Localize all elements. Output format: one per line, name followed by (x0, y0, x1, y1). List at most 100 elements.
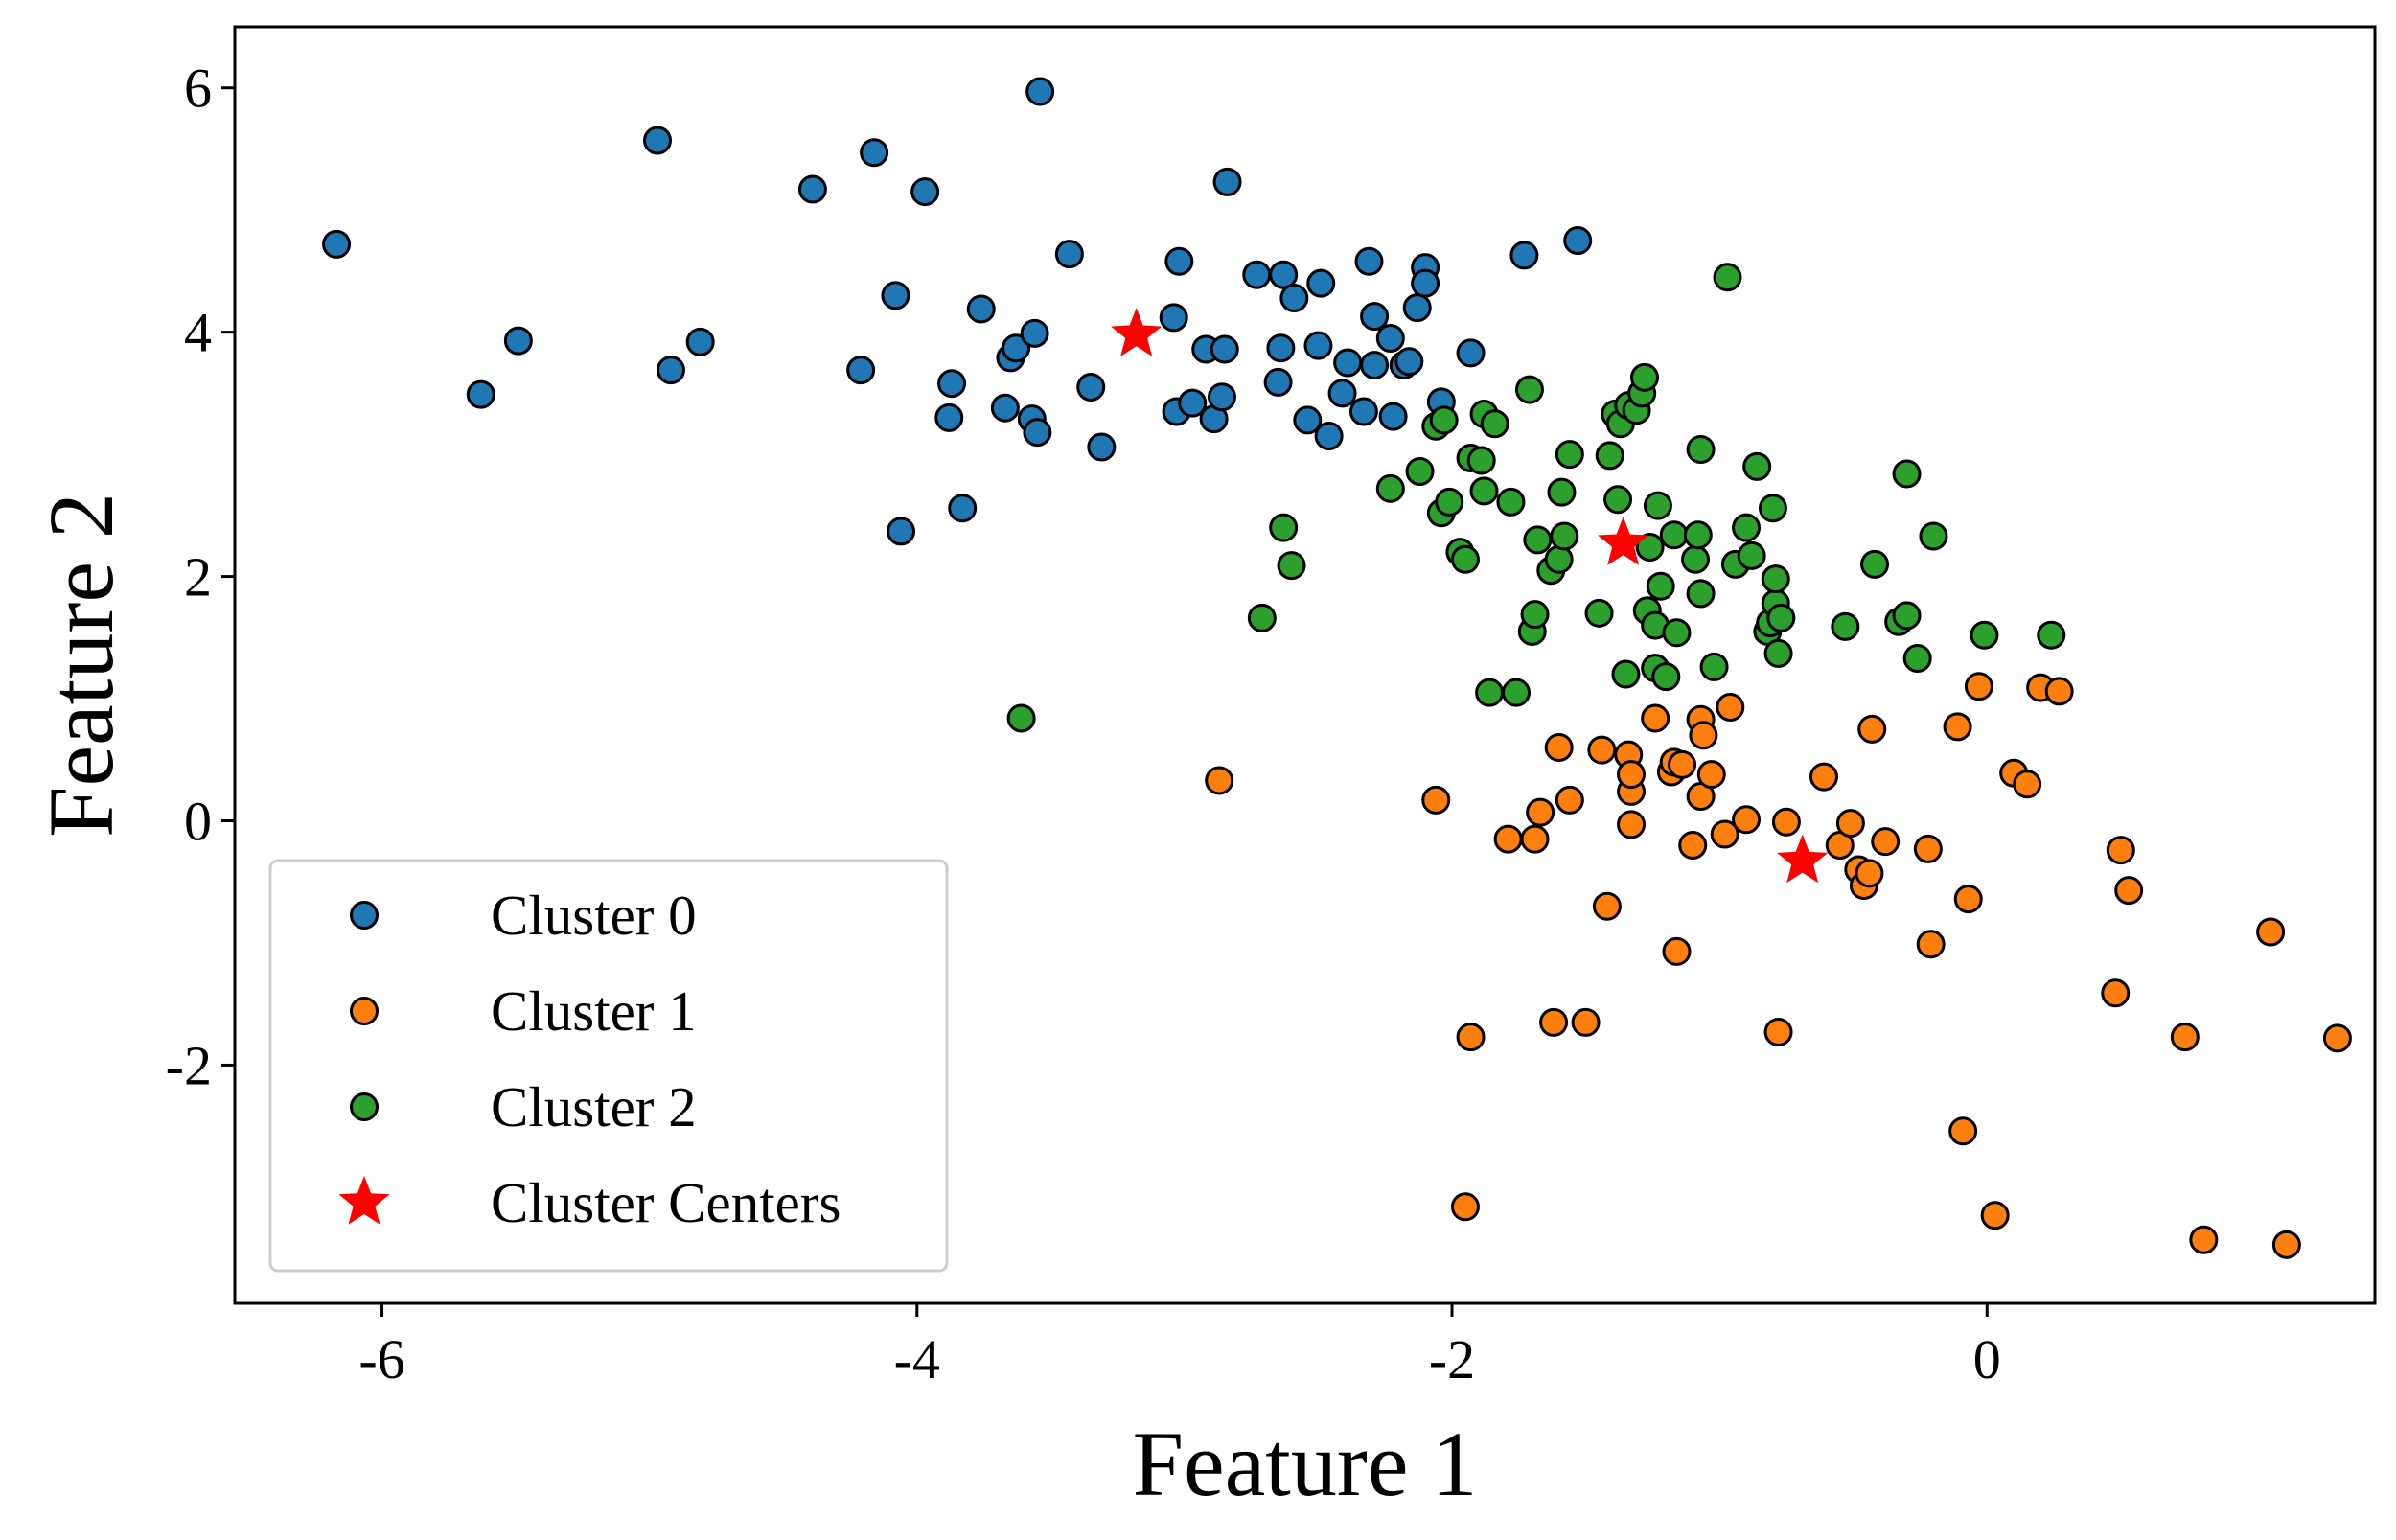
data-point (2106, 836, 2135, 865)
data-point (797, 174, 827, 204)
y-tick-label: 6 (184, 57, 212, 120)
data-point (1526, 797, 1555, 827)
data-point (1469, 476, 1499, 506)
data-point (1306, 268, 1336, 298)
data-point (1713, 263, 1742, 292)
data-point (1456, 1023, 1486, 1052)
y-axis: -2 0 2 4 6 (166, 57, 235, 1096)
data-point (322, 229, 352, 259)
data-point (1266, 333, 1296, 363)
data-point (1520, 600, 1550, 630)
data-point (1592, 891, 1622, 921)
data-point (1651, 662, 1681, 692)
series-cluster-1 (1205, 672, 2352, 1259)
data-point (2013, 770, 2042, 799)
data-point (1496, 487, 1526, 517)
data-point (1732, 513, 1762, 542)
data-point (1629, 362, 1659, 392)
data-point (1678, 831, 1708, 861)
data-point (1293, 405, 1323, 435)
data-point (466, 379, 495, 409)
x-axis: -6 -4 -2 0 (358, 1303, 2001, 1391)
data-point (1523, 525, 1553, 555)
data-point (1279, 283, 1309, 312)
data-point (887, 517, 916, 546)
data-point (1207, 382, 1236, 412)
data-point (1378, 402, 1408, 431)
data-point (1659, 520, 1689, 550)
legend-label: Cluster 1 (491, 979, 697, 1043)
series-cluster-0 (322, 77, 1593, 546)
data-point (1689, 721, 1718, 750)
y-axis-label: Feature 2 (30, 493, 132, 838)
x-tick-label: -4 (894, 1328, 940, 1391)
data-point (1520, 824, 1550, 854)
legend-marker (350, 901, 379, 930)
series-cluster-2 (1006, 263, 2066, 733)
x-tick-label: -6 (358, 1328, 404, 1391)
data-point (1771, 807, 1801, 837)
data-point (1509, 241, 1539, 270)
data-point (966, 294, 996, 324)
data-point (1025, 77, 1055, 106)
data-point (1892, 459, 1922, 489)
data-point (1242, 260, 1272, 289)
data-point (1555, 785, 1584, 815)
data-point (1502, 678, 1532, 707)
data-point (1943, 712, 1972, 742)
x-axis-label: Feature 1 (1133, 1413, 1478, 1515)
x-tick-label: 0 (1973, 1328, 2001, 1391)
data-point (1683, 520, 1713, 550)
y-tick-label: 0 (184, 791, 212, 853)
data-point (1641, 703, 1670, 733)
data-point (1411, 268, 1440, 298)
data-point (1902, 643, 1932, 673)
data-point (990, 393, 1020, 423)
data-point (1555, 440, 1584, 470)
data-point (1970, 620, 1999, 650)
data-point (656, 356, 685, 385)
data-point (1809, 762, 1839, 792)
data-point (2114, 876, 2144, 906)
data-point (1493, 824, 1523, 854)
data-point (1617, 810, 1647, 839)
cluster-center-marker (1777, 834, 1829, 884)
legend-frame (268, 859, 949, 1273)
series-cluster-centers (1111, 308, 1829, 884)
data-point (1375, 324, 1405, 354)
data-point (1247, 603, 1277, 632)
data-point (881, 281, 910, 310)
data-point (1662, 618, 1692, 648)
data-point (1835, 809, 1865, 839)
data-point (1699, 652, 1729, 681)
data-point (1696, 760, 1726, 790)
data-point (1855, 859, 1884, 888)
y-tick-label: 2 (184, 546, 212, 609)
data-point (1686, 579, 1716, 609)
data-point (1964, 672, 1993, 701)
data-point (1860, 549, 1890, 579)
data-point (1742, 451, 1772, 481)
data-point (1269, 260, 1299, 289)
data-point (1857, 714, 1887, 744)
data-point (1159, 303, 1188, 333)
data-point (1360, 302, 1390, 332)
data-point (1450, 1192, 1480, 1222)
data-point (1980, 1201, 2010, 1230)
data-point (1354, 246, 1384, 276)
data-point (1681, 544, 1711, 574)
data-point (1006, 703, 1036, 733)
data-point (2044, 677, 2074, 706)
y-tick-label: -2 (166, 1034, 212, 1096)
data-point (2271, 1230, 2301, 1259)
data-point (1178, 388, 1208, 418)
data-points (322, 77, 2352, 1259)
data-point (2256, 917, 2286, 947)
data-point (685, 327, 715, 356)
data-point (1635, 532, 1665, 562)
data-point (1571, 1007, 1601, 1037)
data-point (1348, 397, 1378, 426)
legend-label: Cluster Centers (491, 1171, 841, 1234)
data-point (1360, 351, 1390, 380)
